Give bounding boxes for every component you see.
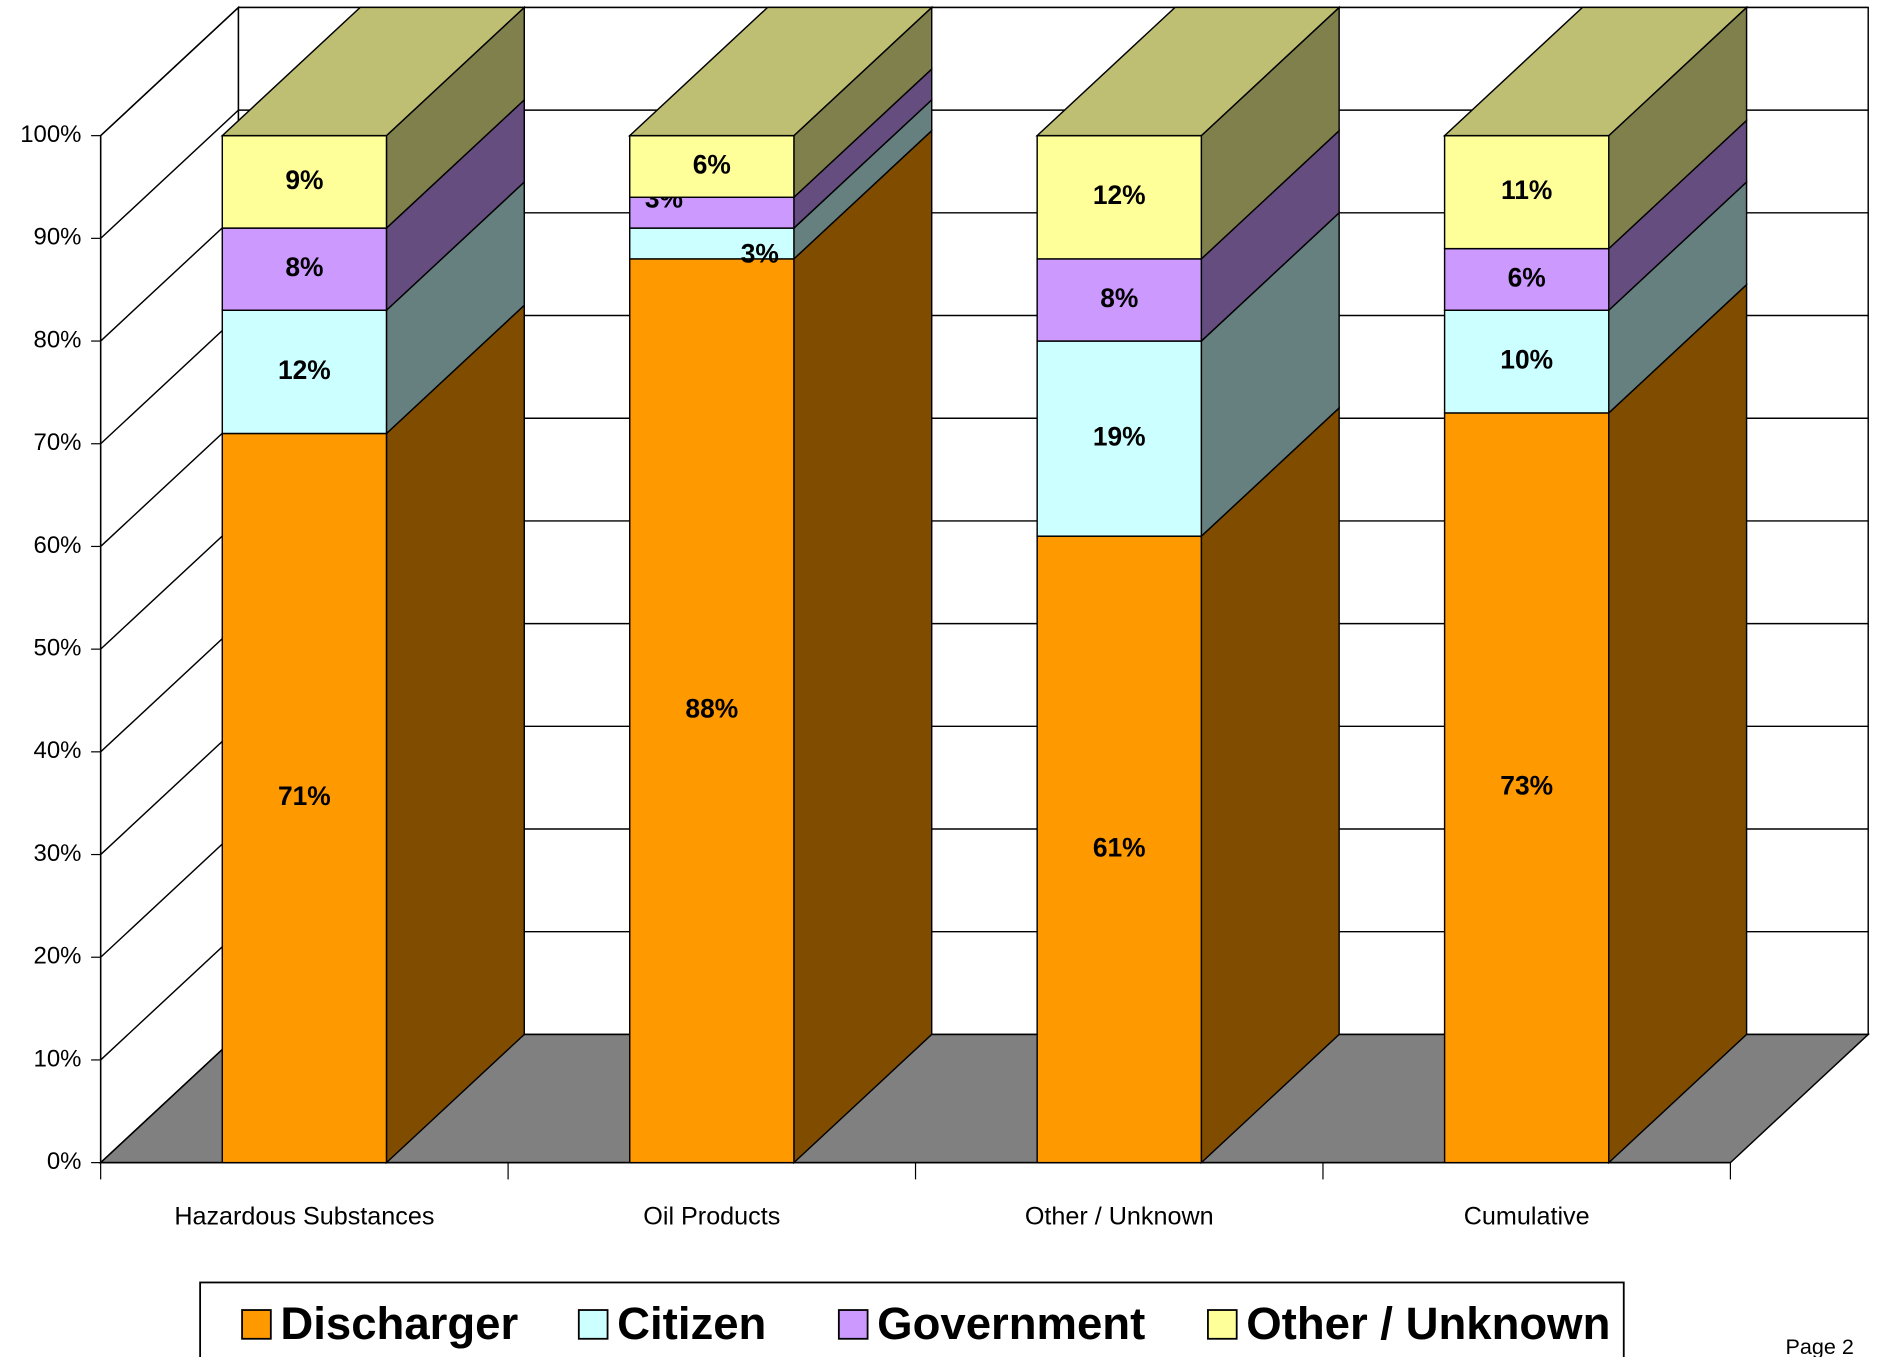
x-tick-label: Oil Products	[643, 1202, 780, 1230]
data-label: 6%	[693, 149, 731, 179]
legend-swatch	[577, 1309, 609, 1340]
bar	[221, 432, 388, 1164]
legend-label: Discharger	[280, 1298, 518, 1349]
y-tick-label: 10%	[34, 1045, 82, 1072]
data-label: 9%	[285, 165, 323, 195]
bar-segment	[221, 98, 525, 312]
bar	[221, 309, 388, 435]
bar-segment	[629, 98, 933, 261]
bar-segment	[1443, 283, 1748, 1165]
data-label: 19%	[1093, 422, 1146, 452]
data-label: 73%	[1500, 771, 1553, 801]
bar	[629, 196, 795, 229]
data-label: 3%	[741, 238, 779, 268]
y-tick-label: 0%	[47, 1148, 82, 1175]
legend-label: Government	[877, 1298, 1145, 1349]
bar-top	[1035, 6, 1341, 137]
y-tick-label: 60%	[34, 532, 82, 559]
data-label: 6%	[1508, 262, 1546, 292]
legend-box	[199, 1281, 1625, 1357]
bar	[1443, 134, 1610, 250]
bar-side	[385, 303, 525, 1165]
bar-segment	[220, 5, 527, 230]
bar-segment	[627, 5, 934, 199]
bar-segment	[221, 303, 525, 1165]
bar-top	[1442, 6, 1749, 137]
legend-label: Citizen	[617, 1298, 766, 1349]
bar-segment	[1036, 406, 1340, 1165]
bar-side	[793, 129, 933, 1165]
bar-segment	[1036, 211, 1340, 538]
bar-segment	[629, 67, 933, 230]
bar-segment	[629, 129, 933, 1165]
data-label: 11%	[1501, 175, 1552, 205]
data-label: 8%	[285, 252, 323, 282]
bar	[629, 134, 795, 198]
page-number: Page 2	[1786, 1334, 1854, 1357]
y-tick-label: 20%	[34, 943, 82, 970]
bar-top	[627, 6, 934, 137]
x-tick-label: Other / Unknown	[1025, 1202, 1214, 1230]
data-label: 61%	[1093, 832, 1146, 862]
bar	[1036, 340, 1203, 537]
bar	[1036, 258, 1203, 342]
data-label: 8%	[1100, 283, 1138, 313]
bar	[1036, 134, 1203, 260]
y-tick-label: 40%	[34, 737, 82, 764]
bar	[221, 134, 388, 229]
y-tick-label: 80%	[34, 326, 82, 353]
bar	[1443, 412, 1610, 1164]
y-tick-label: 50%	[34, 634, 82, 661]
data-label: 12%	[278, 355, 331, 385]
bar	[629, 227, 795, 260]
legend-swatch	[241, 1309, 272, 1340]
y-tick-label: 90%	[34, 224, 82, 251]
data-label: 10%	[1500, 345, 1553, 375]
y-tick-label: 30%	[34, 840, 82, 867]
bar	[1036, 535, 1203, 1164]
data-label: 12%	[1093, 180, 1146, 210]
data-label: 88%	[685, 694, 738, 724]
bar-segment	[1035, 5, 1341, 261]
legend-label: Other / Unknown	[1246, 1298, 1610, 1349]
bar-segment	[221, 180, 525, 436]
legend-swatch	[837, 1309, 869, 1340]
bar-segment	[1036, 129, 1340, 343]
bar-side	[1608, 283, 1748, 1165]
legend-swatch	[1207, 1309, 1238, 1340]
x-tick-label: Hazardous Substances	[174, 1202, 434, 1230]
bar-side	[1200, 406, 1340, 1165]
bar-segment	[1442, 5, 1749, 251]
y-tick-label: 100%	[20, 121, 81, 148]
x-tick-label: Cumulative	[1464, 1202, 1590, 1230]
y-tick-label: 70%	[34, 429, 82, 456]
bar	[629, 258, 795, 1164]
bar-top	[220, 6, 527, 137]
data-label: 71%	[278, 781, 331, 811]
